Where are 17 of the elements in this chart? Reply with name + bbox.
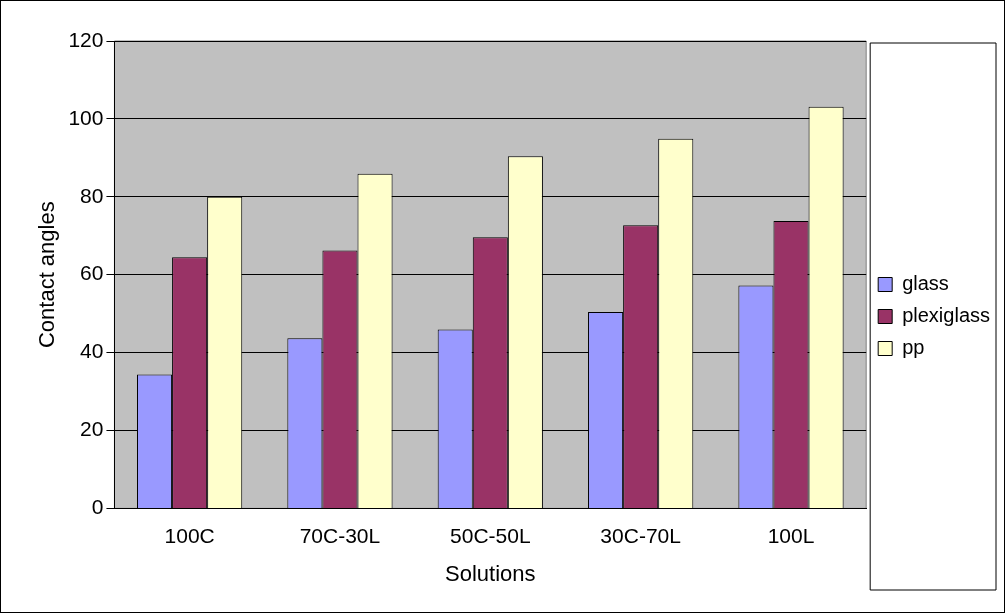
x-tick-label: 70C-30L [299,523,381,547]
x-tick-label: 30C-70L [600,523,681,547]
y-tick-label: 0 [91,495,104,519]
y-tick-label: 20 [80,417,104,441]
y-tick-label: 60 [80,261,104,285]
x-axis-title: Solutions [445,560,536,586]
y-tick-label: 100 [68,105,104,129]
y-axis-title: Contact angles [34,201,60,349]
x-tick-label: 100C [164,523,215,547]
x-tick-label: 50C-50L [450,523,531,547]
y-tick-label: 40 [80,339,104,363]
y-tick-label: 120 [68,27,104,51]
legend-label: glass [902,272,949,295]
y-tick-label: 80 [80,183,104,207]
legend-label: plexiglass [902,304,991,327]
x-tick-label: 100L [767,523,815,547]
legend-label: pp [902,336,925,359]
